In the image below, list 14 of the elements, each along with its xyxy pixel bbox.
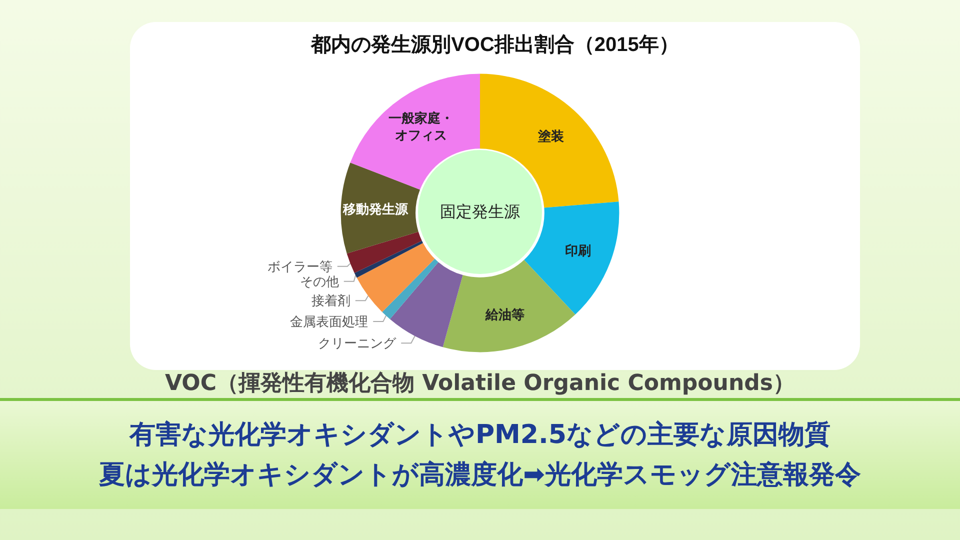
slice-label: 給油等 [484,307,525,322]
slice-label: 印刷 [564,243,591,258]
chart-title: 都内の発生源別VOC排出割合（2015年） [310,33,679,56]
slice-label: 一般家庭・オフィス [388,110,454,143]
text: 夏は光化学オキシダントが高濃度化➡光化学スモッグ注意報発令 [98,459,862,492]
slice-label: クリーニング [318,336,398,351]
slice-label: 金属表面処理 [290,314,368,330]
text: 有害な光化学オキシダントやPM2.5などの主要な原因物質 [128,419,832,452]
slice-label: その他 [300,274,339,289]
slice-label: 移動発生源 [342,202,409,217]
text: VOC（揮発性有機化合物 Volatile Organic Compounds） [164,370,796,398]
slice-label: 接着剤 [311,293,350,308]
slice-label: ボイラー等 [267,258,332,274]
slice-label: 塗装 [537,128,564,144]
